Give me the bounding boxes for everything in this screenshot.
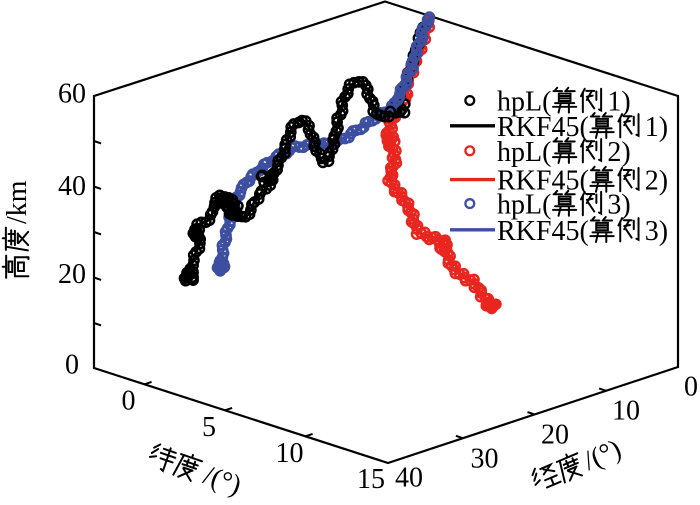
svg-text:0: 0 [65, 349, 79, 380]
svg-text:2): 2) [645, 166, 668, 197]
svg-text:20: 20 [58, 259, 86, 290]
svg-text:15: 15 [357, 464, 385, 495]
svg-text:10: 10 [276, 438, 304, 469]
svg-text:RKF45(: RKF45( [497, 216, 589, 247]
svg-text:1): 1) [645, 112, 668, 143]
svg-text:hpL(: hpL( [497, 137, 551, 168]
svg-text:/km: /km [2, 180, 33, 224]
svg-text:2): 2) [607, 137, 630, 168]
svg-text:5: 5 [202, 412, 216, 443]
svg-text:1): 1) [607, 87, 630, 118]
svg-text:3): 3) [645, 216, 668, 247]
svg-text:hpL(: hpL( [497, 190, 551, 221]
svg-text:RKF45(: RKF45( [497, 166, 589, 197]
svg-text:30: 30 [471, 443, 499, 474]
svg-text:40: 40 [395, 462, 423, 493]
svg-text:RKF45(: RKF45( [497, 112, 589, 143]
svg-text:10: 10 [612, 395, 640, 426]
svg-text:hpL(: hpL( [497, 87, 551, 118]
svg-text:0: 0 [122, 385, 136, 416]
svg-text:3): 3) [607, 190, 630, 221]
svg-text:40: 40 [58, 171, 86, 202]
svg-text:60: 60 [58, 78, 86, 109]
svg-text:20: 20 [541, 419, 569, 450]
svg-text:0: 0 [684, 371, 698, 402]
